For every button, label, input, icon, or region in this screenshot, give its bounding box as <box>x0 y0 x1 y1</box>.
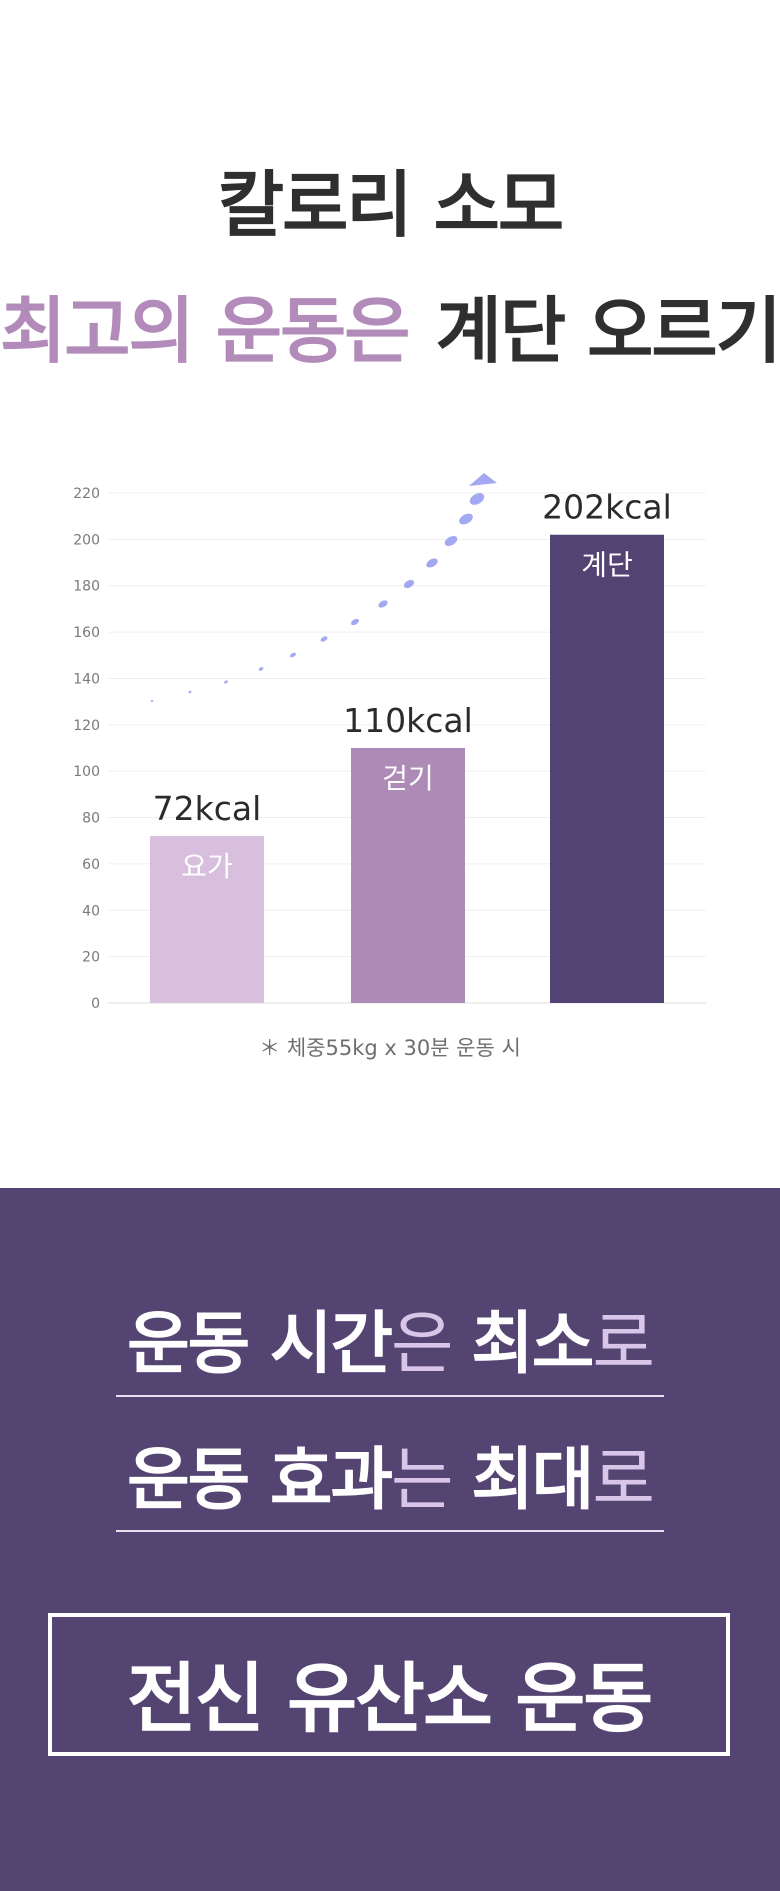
trend-dot <box>320 636 328 642</box>
y-tick-label: 120 <box>73 718 100 734</box>
trend-dot <box>426 558 438 568</box>
bar-value-label: 202kcal <box>542 488 672 527</box>
bar-category-label: 요가 <box>181 850 233 883</box>
aerobic-box: 전신 유산소 운동 <box>48 1613 730 1756</box>
y-tick-label: 180 <box>73 579 100 595</box>
trend-dot <box>188 690 192 694</box>
trend-dot <box>290 652 296 658</box>
trend-arrow-head-icon <box>469 473 497 486</box>
aerobic-box-text: 전신 유산소 운동 <box>126 1654 653 1743</box>
bottom-panel: 운동 시간은 최소로 운동 효과는 최대로 전신 유산소 운동 <box>0 1188 780 1891</box>
chart-footnote: ＊ 체중55kg x 30분 운동 시 <box>259 1036 521 1060</box>
slogan-underline-2 <box>116 1530 664 1532</box>
trend-dot <box>403 579 415 589</box>
bar-3 <box>550 534 664 1003</box>
trend-dot <box>350 618 360 626</box>
bar-2 <box>351 748 465 1003</box>
bar-category-label: 걷기 <box>382 762 434 795</box>
trend-dot <box>469 493 485 505</box>
bar-value-label: 110kcal <box>343 701 473 740</box>
slogan-2-d: 로 <box>592 1441 655 1520</box>
trend-dot <box>150 699 154 703</box>
trend-dot <box>444 536 458 546</box>
headline-dark-text: 계단 오르기 <box>435 289 780 373</box>
y-tick-label: 220 <box>73 486 100 502</box>
y-tick-label: 20 <box>82 950 100 966</box>
y-tick-label: 160 <box>73 625 100 641</box>
slogan-2-c: 최대 <box>471 1441 594 1520</box>
slogan-line-1: 운동 시간은 최소로 <box>0 1288 780 1387</box>
chart-svg: 0 20 40 60 80 100 120 140 160 180 200 220 72kcal 요가 11… <box>73 473 706 1012</box>
trend-dot <box>378 600 388 608</box>
trend-dot <box>258 667 264 671</box>
y-tick-label: 80 <box>82 811 100 827</box>
slogan-1-d: 로 <box>592 1305 655 1384</box>
headline-text-1: 칼로리 소모 <box>217 163 564 247</box>
y-tick-label: 200 <box>73 532 100 548</box>
slogan-2-b: 는 <box>391 1441 472 1520</box>
trend-dot <box>224 680 228 684</box>
headline-line-1: 칼로리 소모 <box>0 146 780 257</box>
bar-1 <box>150 836 264 1003</box>
headline-purple-text: 최고의 운동은 <box>0 289 411 373</box>
slogan-underline-1 <box>116 1395 664 1397</box>
bar-value-label: 72kcal <box>153 789 262 828</box>
y-tick-label: 0 <box>91 996 100 1012</box>
trend-dot <box>459 513 473 525</box>
slogan-line-2: 운동 효과는 최대로 <box>0 1424 780 1523</box>
calorie-bar-chart: 0 20 40 60 80 100 120 140 160 180 200 220 72kcal 요가 11… <box>0 460 780 1020</box>
slogan-1-a: 운동 시간 <box>127 1305 393 1384</box>
y-tick-label: 40 <box>82 903 100 919</box>
headline-highlight-2: 계단 오르기 <box>431 272 780 383</box>
slogan-1-b: 은 <box>391 1305 472 1384</box>
headline-line-2: 최고의 운동은 계단 오르기 <box>0 272 780 383</box>
y-tick-label: 140 <box>73 671 100 687</box>
y-tick-label: 100 <box>73 764 100 780</box>
headline-highlight-1: 칼로리 소모 <box>203 146 577 257</box>
y-tick-label: 60 <box>82 857 100 873</box>
slogan-1-c: 최소 <box>471 1305 594 1384</box>
slogan-2-a: 운동 효과 <box>127 1441 393 1520</box>
bar-category-label: 계단 <box>581 549 633 582</box>
